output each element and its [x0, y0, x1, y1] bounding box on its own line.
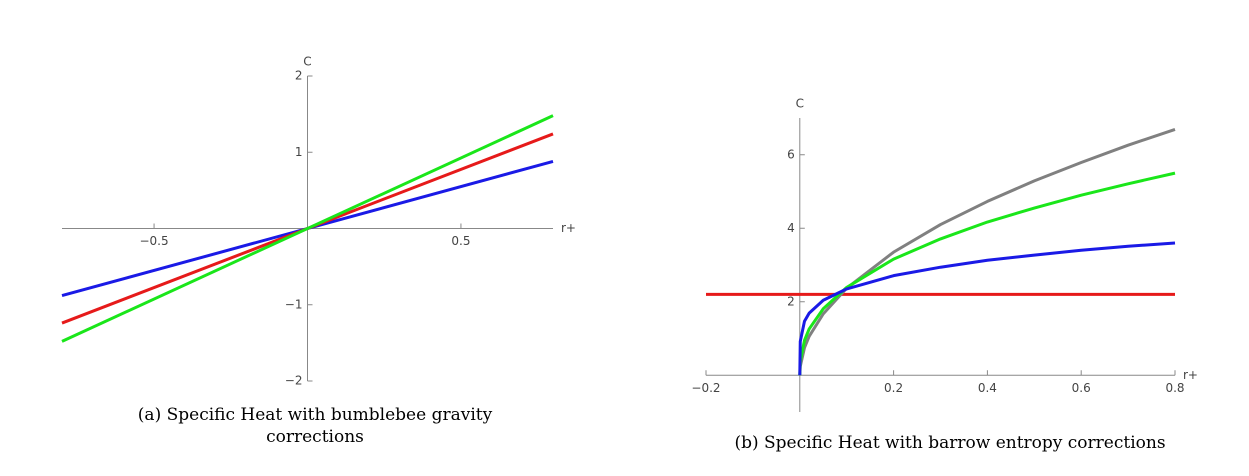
- caption: (b) Specific Heat with barrow entropy co…: [734, 433, 1166, 453]
- y-tick-label: 2: [295, 69, 303, 83]
- y-tick-label: 4: [787, 221, 795, 235]
- x-tick-label: −0.2: [691, 381, 720, 395]
- y-tick-label: 2: [787, 294, 795, 308]
- y-tick-label: 1: [295, 145, 303, 159]
- y-tick-label: −1: [285, 297, 303, 311]
- line: [798, 171, 1176, 376]
- y-axis-label: C: [796, 97, 804, 111]
- x-tick-label: −0.5: [139, 234, 168, 248]
- x-tick-label: 0.6: [1072, 381, 1091, 395]
- x-tick-label: 0.5: [451, 234, 470, 248]
- x-tick-label: 0.2: [884, 381, 903, 395]
- y-tick-label: −2: [285, 374, 303, 388]
- x-axis-label: r+: [561, 221, 576, 235]
- x-axis-label: r+: [1183, 368, 1198, 382]
- x-tick-label: 0.4: [978, 381, 997, 395]
- line: [798, 127, 1176, 376]
- line: [61, 114, 554, 343]
- y-axis-label: C: [303, 55, 311, 69]
- caption: (a) Specific Heat with bumblebee gravity…: [137, 405, 493, 447]
- y-tick-label: 6: [787, 147, 795, 161]
- line: [798, 241, 1176, 376]
- x-tick-label: 0.8: [1165, 381, 1184, 395]
